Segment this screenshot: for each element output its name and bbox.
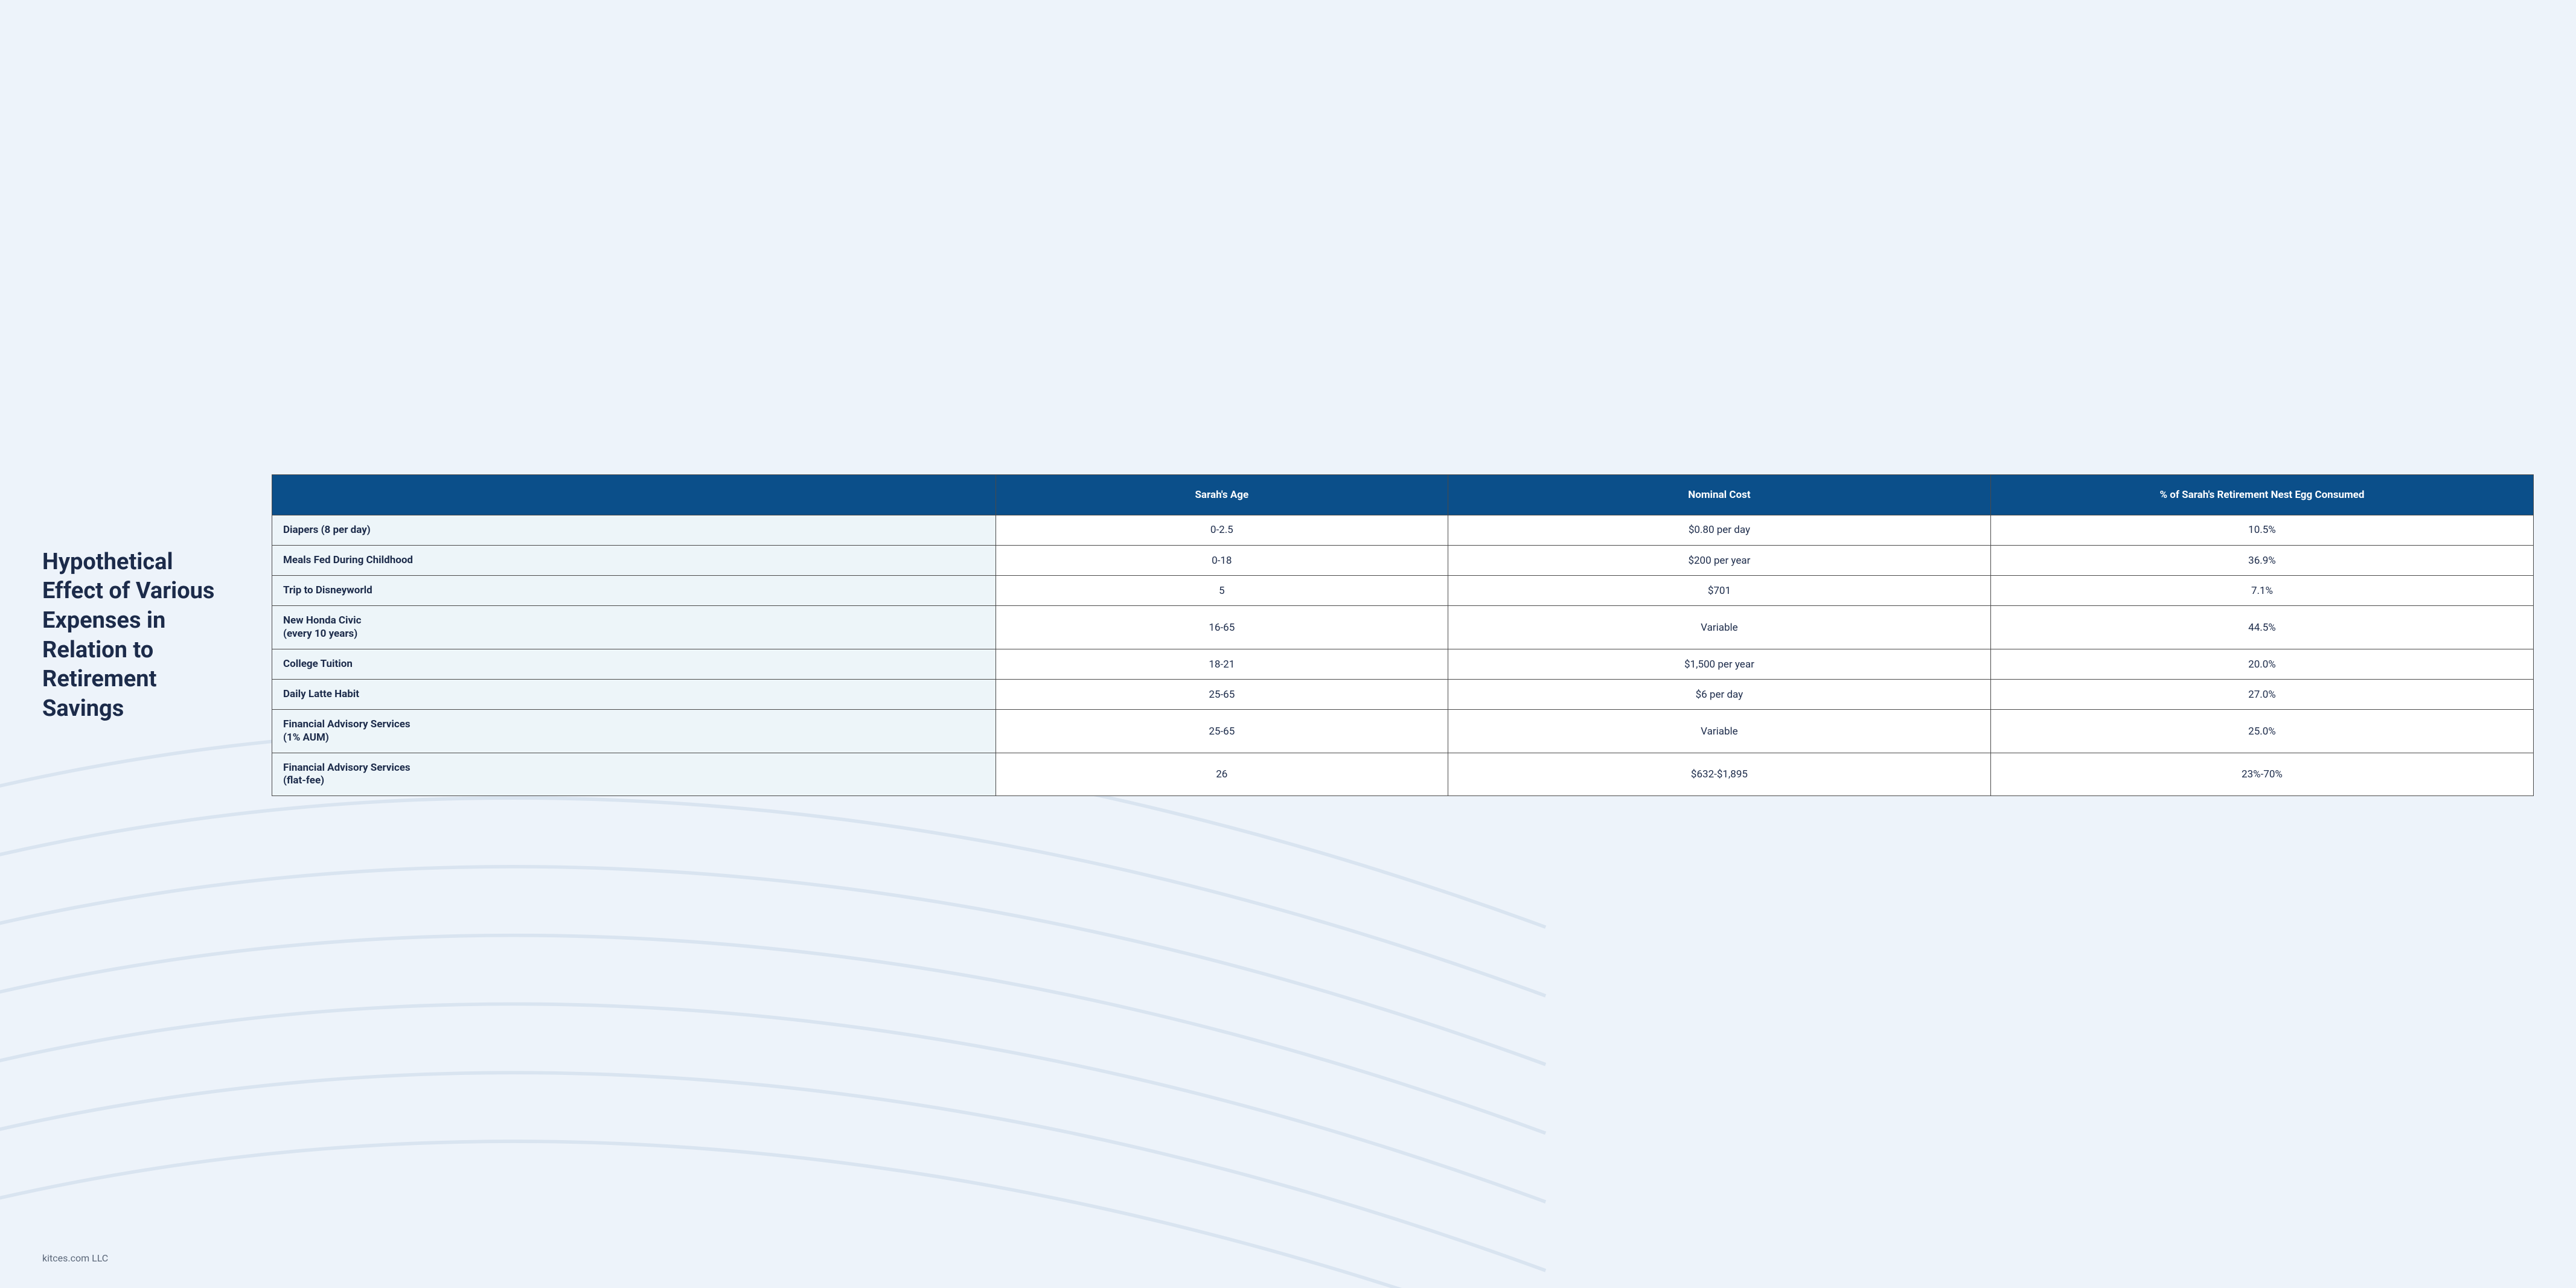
row-pct: 27.0% <box>1990 680 2533 710</box>
row-label: Daily Latte Habit <box>272 680 996 710</box>
row-age: 26 <box>996 753 1448 796</box>
row-cost: $632-$1,895 <box>1448 753 1990 796</box>
table-row: Financial Advisory Services(1% AUM)25-65… <box>272 710 2534 753</box>
row-label: College Tuition <box>272 649 996 679</box>
table-row: Trip to Disneyworld5$7017.1% <box>272 576 2534 606</box>
title-block: Hypothetical Effect of Various Expenses … <box>42 547 235 724</box>
row-pct: 44.5% <box>1990 606 2533 649</box>
footer-attribution: kitces.com LLC <box>42 1234 2534 1264</box>
row-age: 25-65 <box>996 680 1448 710</box>
table-wrap: Sarah's Age Nominal Cost % of Sarah's Re… <box>272 474 2534 797</box>
row-pct: 10.5% <box>1990 515 2533 545</box>
row-cost: $1,500 per year <box>1448 649 1990 679</box>
row-cost: $0.80 per day <box>1448 515 1990 545</box>
row-age: 5 <box>996 576 1448 606</box>
row-cost: $200 per year <box>1448 545 1990 575</box>
page-title: Hypothetical Effect of Various Expenses … <box>42 547 235 724</box>
row-label: New Honda Civic(every 10 years) <box>272 606 996 649</box>
row-label: Diapers (8 per day) <box>272 515 996 545</box>
row-pct: 25.0% <box>1990 710 2533 753</box>
row-cost: $6 per day <box>1448 680 1990 710</box>
row-label: Financial Advisory Services(1% AUM) <box>272 710 996 753</box>
table-row: Meals Fed During Childhood0-18$200 per y… <box>272 545 2534 575</box>
row-pct: 23%-70% <box>1990 753 2533 796</box>
col-header-age: Sarah's Age <box>996 474 1448 515</box>
table-row: Daily Latte Habit25-65$6 per day27.0% <box>272 680 2534 710</box>
table-row: Financial Advisory Services(flat-fee)26$… <box>272 753 2534 796</box>
row-pct: 36.9% <box>1990 545 2533 575</box>
table-head: Sarah's Age Nominal Cost % of Sarah's Re… <box>272 474 2534 515</box>
expenses-table: Sarah's Age Nominal Cost % of Sarah's Re… <box>272 474 2534 797</box>
table-row: Diapers (8 per day)0-2.5$0.80 per day10.… <box>272 515 2534 545</box>
row-label: Meals Fed During Childhood <box>272 545 996 575</box>
row-age: 0-2.5 <box>996 515 1448 545</box>
row-age: 18-21 <box>996 649 1448 679</box>
table-header-row: Sarah's Age Nominal Cost % of Sarah's Re… <box>272 474 2534 515</box>
col-header-pct: % of Sarah's Retirement Nest Egg Consume… <box>1990 474 2533 515</box>
page: Hypothetical Effect of Various Expenses … <box>0 0 2576 1288</box>
row-cost: Variable <box>1448 710 1990 753</box>
row-age: 0-18 <box>996 545 1448 575</box>
row-pct: 7.1% <box>1990 576 2533 606</box>
row-cost: Variable <box>1448 606 1990 649</box>
table-body: Diapers (8 per day)0-2.5$0.80 per day10.… <box>272 515 2534 796</box>
table-row: New Honda Civic(every 10 years)16-65Vari… <box>272 606 2534 649</box>
row-pct: 20.0% <box>1990 649 2533 679</box>
col-header-cost: Nominal Cost <box>1448 474 1990 515</box>
row-age: 25-65 <box>996 710 1448 753</box>
table-row: College Tuition18-21$1,500 per year20.0% <box>272 649 2534 679</box>
row-cost: $701 <box>1448 576 1990 606</box>
content-row: Hypothetical Effect of Various Expenses … <box>42 36 2534 1234</box>
col-header-blank <box>272 474 996 515</box>
row-age: 16-65 <box>996 606 1448 649</box>
row-label: Trip to Disneyworld <box>272 576 996 606</box>
row-label: Financial Advisory Services(flat-fee) <box>272 753 996 796</box>
